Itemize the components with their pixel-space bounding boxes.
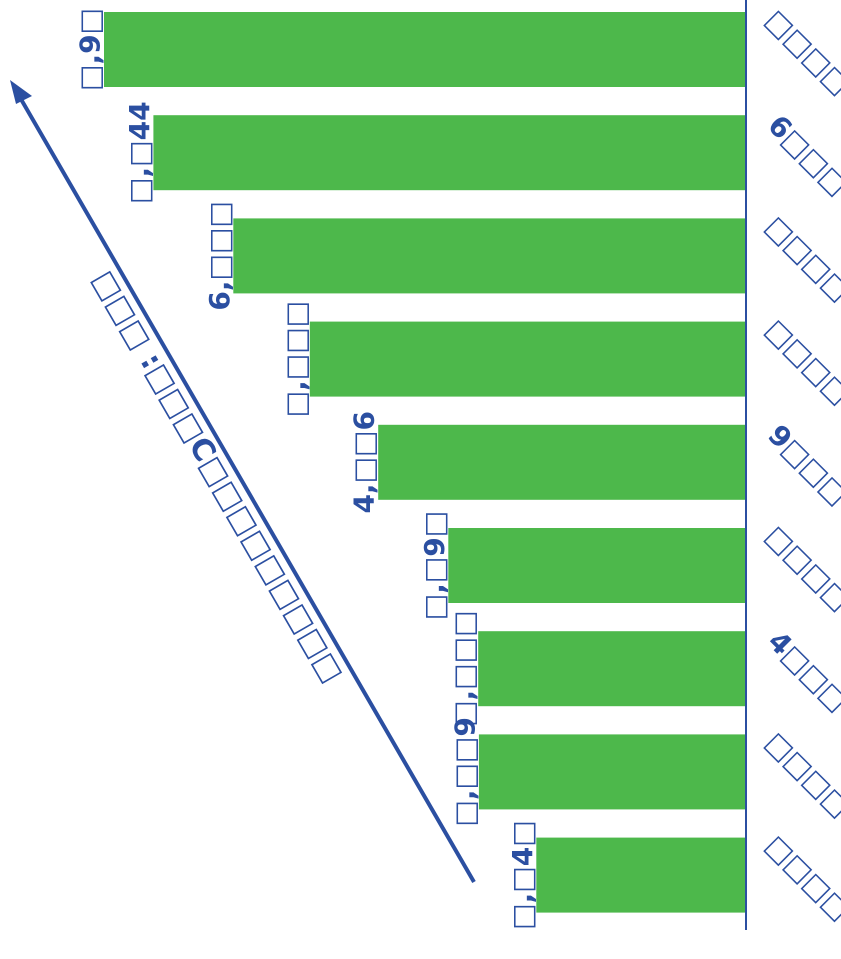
- bar: [448, 528, 746, 603]
- bar-value-label: 4,□□6: [348, 411, 381, 514]
- bar: [536, 837, 746, 913]
- bar: [378, 424, 746, 500]
- category-labels: □□□□6□□□□□□□□□□□9□□□□□□□4□□□□□□□□□□□: [759, 3, 841, 927]
- category-tick-label: □□□□: [759, 829, 841, 927]
- category-tick-label: □□□□: [759, 313, 841, 411]
- bar-value-label: □,□44: [123, 101, 156, 204]
- bar-value-label: □,9□: [74, 8, 107, 91]
- category-tick-label: 6□□□: [761, 109, 841, 202]
- trend-arrow: [10, 80, 476, 884]
- bar-value-label: □,□4□: [506, 820, 539, 929]
- bar-series: [104, 12, 747, 913]
- bar-value-label: □,□□9: [448, 717, 481, 826]
- category-tick-label: 9□□□: [761, 418, 841, 511]
- bar: [233, 218, 747, 294]
- value-labels: □,9□□,□446,□□□□,□□□4,□□6□,□9□□,□□□□,□□9□…: [74, 8, 539, 930]
- category-tick-label: 4□□□: [761, 625, 841, 718]
- bar-value-label: □,□□□: [448, 610, 481, 726]
- category-tick-label: □□□□: [759, 519, 841, 617]
- category-tick-label: □□□□: [759, 3, 841, 101]
- bar: [478, 631, 746, 707]
- bar-value-label: 6,□□□: [203, 201, 236, 310]
- bar: [104, 12, 746, 87]
- bar-value-label: □,□9□: [418, 511, 451, 620]
- bar: [309, 321, 746, 397]
- category-tick-label: □□□□: [759, 725, 841, 823]
- category-tick-label: □□□□: [759, 209, 841, 307]
- bar-value-label: □,□□□: [279, 301, 312, 417]
- bar: [153, 115, 746, 191]
- bar: [478, 734, 746, 810]
